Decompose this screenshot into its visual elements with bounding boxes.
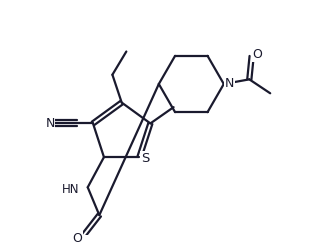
Text: S: S [141,152,149,165]
Text: O: O [72,232,82,245]
Text: N: N [45,117,55,130]
Text: HN: HN [62,183,80,196]
Text: O: O [253,48,262,62]
Text: N: N [225,77,234,90]
